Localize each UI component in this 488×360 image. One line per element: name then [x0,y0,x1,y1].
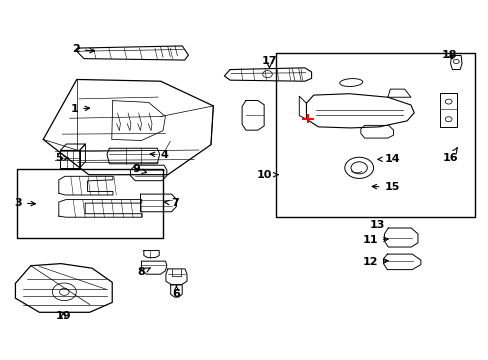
Text: 3: 3 [15,198,35,208]
Text: 4: 4 [150,150,167,160]
Text: 2: 2 [72,45,94,54]
Text: 16: 16 [442,148,457,163]
Text: 12: 12 [362,257,387,267]
Text: 11: 11 [362,235,387,245]
Text: 1: 1 [70,104,89,114]
Text: 18: 18 [441,50,456,60]
Text: 17: 17 [261,56,277,68]
Text: 14: 14 [377,154,399,164]
Text: 13: 13 [369,220,385,230]
Text: 5: 5 [55,153,68,163]
Bar [275,53,473,217]
Text: 10: 10 [256,170,278,180]
Text: 8: 8 [137,267,150,278]
Text: 19: 19 [56,311,71,321]
Text: 6: 6 [172,286,180,298]
Text: 9: 9 [132,165,146,174]
Text: 7: 7 [164,198,179,208]
Bar [17,170,163,238]
Text: 15: 15 [371,182,399,192]
